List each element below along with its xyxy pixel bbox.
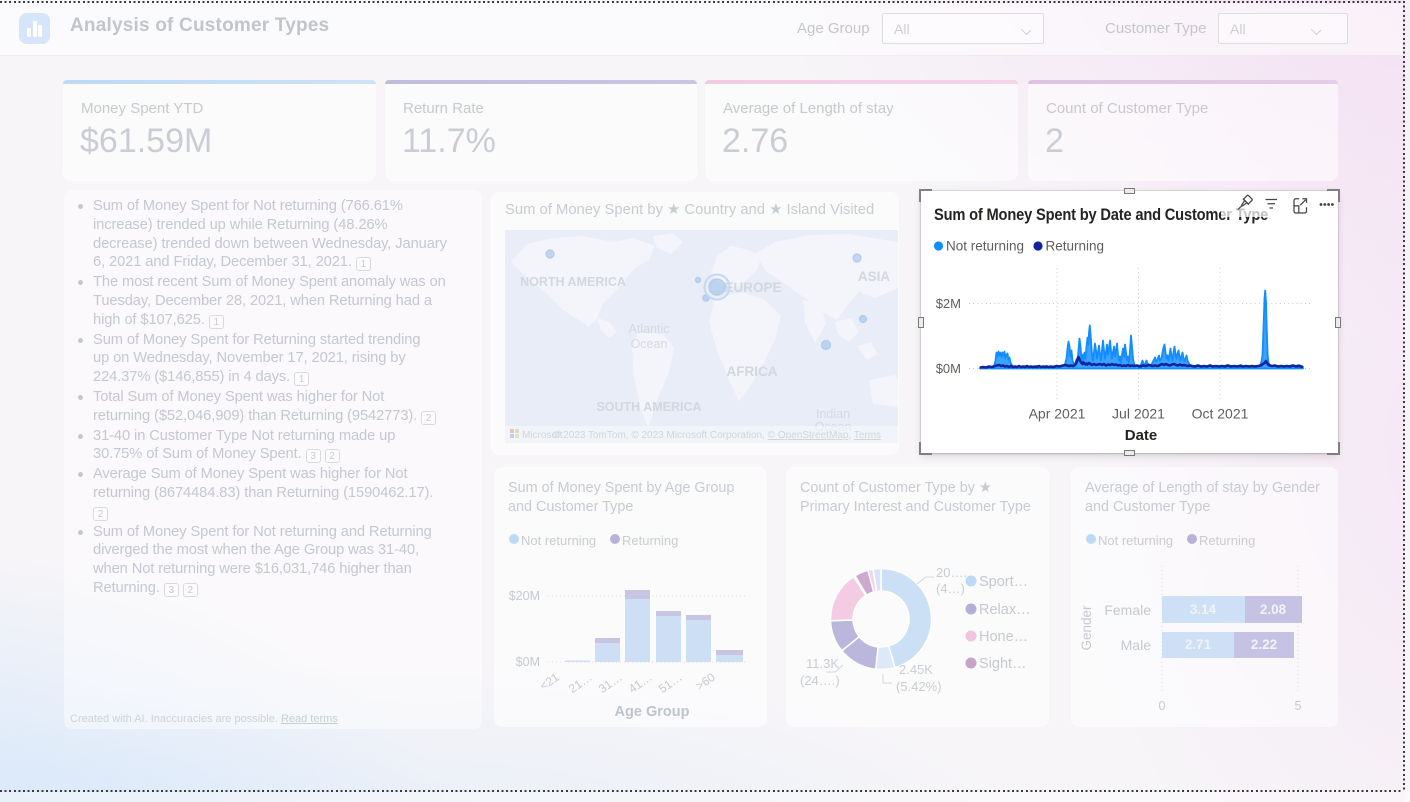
svg-text:SOUTH AMERICA: SOUTH AMERICA bbox=[596, 400, 701, 414]
svg-text:Returning: Returning bbox=[1046, 239, 1105, 254]
svg-text:Sport…: Sport… bbox=[979, 574, 1028, 590]
svg-text:>60: >60 bbox=[693, 670, 718, 693]
svg-text:Female: Female bbox=[1104, 602, 1151, 618]
svg-text:Sight…: Sight… bbox=[979, 656, 1027, 672]
svg-text:(5.42%): (5.42%) bbox=[896, 679, 942, 694]
svg-text:2.22: 2.22 bbox=[1251, 637, 1277, 652]
svg-text:2.45K: 2.45K bbox=[899, 662, 933, 677]
svg-text:ASIA: ASIA bbox=[858, 269, 891, 284]
svg-text:$0M: $0M bbox=[936, 361, 961, 376]
svg-text:(4…): (4…) bbox=[936, 581, 965, 596]
svg-text:Not returning: Not returning bbox=[946, 239, 1024, 254]
svg-text:20….: 20…. bbox=[936, 565, 967, 580]
svg-text:$0M: $0M bbox=[516, 655, 540, 669]
svg-text:AFRICA: AFRICA bbox=[727, 364, 778, 379]
svg-text:3.14: 3.14 bbox=[1190, 602, 1217, 617]
svg-text:Indian: Indian bbox=[816, 407, 850, 421]
svg-text:Apr 2021: Apr 2021 bbox=[1029, 406, 1086, 422]
svg-text:Ocean: Ocean bbox=[631, 337, 668, 351]
svg-text:2.71: 2.71 bbox=[1185, 637, 1212, 652]
svg-text:51…: 51… bbox=[656, 670, 685, 696]
svg-text:0: 0 bbox=[1159, 699, 1166, 713]
svg-text:21…: 21… bbox=[566, 670, 595, 696]
svg-text:Oct 2021: Oct 2021 bbox=[1192, 406, 1249, 422]
svg-text:Microsoft: Microsoft bbox=[522, 430, 563, 441]
svg-text:11.3K: 11.3K bbox=[806, 656, 839, 671]
svg-text:$20M: $20M bbox=[509, 589, 540, 603]
svg-text:Gender: Gender bbox=[1079, 605, 1094, 651]
svg-text:Relax…: Relax… bbox=[979, 602, 1031, 618]
svg-text:Hone…: Hone… bbox=[979, 629, 1028, 645]
svg-text:© 2023 TomTom, © 2023 Microsof: © 2023 TomTom, © 2023 Microsoft Corporat… bbox=[553, 430, 881, 441]
svg-text:5: 5 bbox=[1295, 699, 1302, 713]
svg-text:Jul 2021: Jul 2021 bbox=[1112, 406, 1165, 422]
svg-text:Date: Date bbox=[1125, 427, 1158, 444]
svg-text:41…: 41… bbox=[626, 670, 655, 696]
svg-text:31…: 31… bbox=[596, 670, 625, 696]
svg-text:<21: <21 bbox=[537, 670, 562, 693]
svg-text:Age Group: Age Group bbox=[615, 704, 690, 720]
svg-text:(24….): (24….) bbox=[800, 673, 840, 688]
svg-text:EUROPE: EUROPE bbox=[724, 280, 781, 295]
svg-text:2.08: 2.08 bbox=[1260, 602, 1287, 617]
svg-text:Atlantic: Atlantic bbox=[629, 322, 670, 336]
svg-text:$2M: $2M bbox=[936, 296, 961, 311]
svg-text:Male: Male bbox=[1121, 637, 1152, 653]
svg-text:NORTH AMERICA: NORTH AMERICA bbox=[520, 275, 626, 289]
